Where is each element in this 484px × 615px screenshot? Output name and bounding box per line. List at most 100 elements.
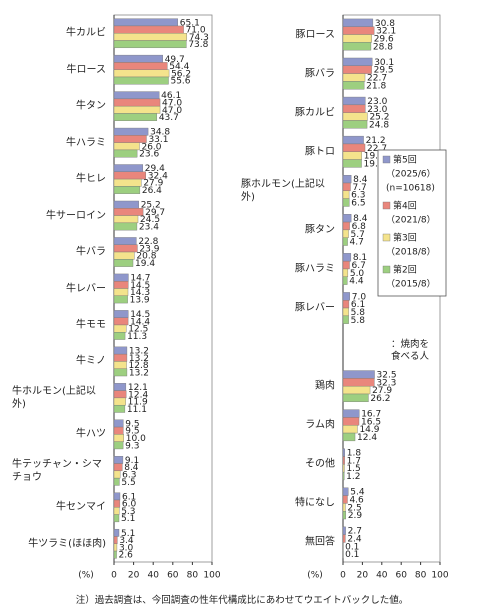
category-label-text: 豚ハラミ: [295, 263, 335, 275]
value-label: 0.1: [345, 542, 359, 552]
value-label: 23.0: [367, 105, 387, 115]
value-label: 21.8: [366, 81, 386, 91]
legend-label: 第4回: [393, 200, 417, 212]
category-label-text: 牛テッチャン・シマチョウ: [12, 458, 102, 483]
category-label: 牛センマイ: [12, 501, 106, 514]
value-label: 2.7: [348, 527, 362, 537]
value-label: 13.2: [129, 346, 149, 356]
bar: [342, 526, 346, 535]
category-label-text: 牛ホルモン(上記以外): [12, 385, 96, 410]
value-label: 22.8: [138, 237, 158, 247]
bar: [342, 393, 369, 403]
x-axis-label: (%): [78, 571, 94, 581]
value-label: 9.3: [125, 441, 139, 451]
value-label: 32.4: [148, 171, 168, 181]
category-label-text: 無回答: [305, 536, 335, 548]
category-label: 牛レバー: [12, 282, 106, 295]
bar: [113, 477, 120, 486]
bar: [113, 390, 127, 399]
bar: [342, 112, 368, 121]
value-label: 5.1: [121, 529, 135, 539]
bar: [113, 361, 127, 369]
x-tick-label: 80: [415, 571, 427, 581]
value-label: 14.5: [130, 281, 150, 291]
bar: [113, 492, 121, 501]
value-label: 8.1: [353, 253, 367, 263]
category-label-text: 牛ミノ: [76, 355, 106, 367]
value-label: 1.2: [346, 472, 360, 482]
category-label-text: 牛タン: [76, 100, 106, 112]
bar: [342, 385, 371, 395]
bar: [342, 221, 350, 231]
bar: [113, 426, 124, 435]
bar: [342, 42, 372, 51]
value-label: 2.5: [347, 503, 361, 513]
category-label-text: 豚タン: [305, 224, 335, 236]
value-label: 23.6: [139, 150, 159, 160]
bar: [113, 470, 121, 479]
value-label: 8.4: [353, 214, 368, 224]
bar: [342, 143, 366, 152]
category-label-text: その他: [305, 458, 335, 470]
value-label: 14.4: [130, 317, 150, 327]
value-label: 7.0: [352, 292, 367, 302]
value-label: 4.7: [350, 238, 364, 248]
bar: [342, 34, 372, 43]
value-label: 24.5: [140, 215, 160, 225]
category-label: 牛ホルモン(上記以外): [12, 385, 106, 411]
value-label: 23.9: [139, 244, 159, 254]
bar: [342, 237, 348, 246]
value-label: 49.7: [165, 55, 185, 65]
category-label-text: 牛バラ: [76, 246, 106, 258]
bar: [113, 149, 138, 158]
legend-label: 第3回: [393, 232, 417, 244]
x-tick-label: 80: [187, 571, 199, 581]
value-label: 1.5: [346, 464, 360, 474]
bar: [342, 417, 360, 426]
category-label: 豚ロース: [241, 28, 336, 41]
value-label: 26.2: [370, 394, 390, 404]
legend-note: （2015/8）: [386, 279, 436, 290]
category-label-text: 鶏肉: [315, 380, 335, 392]
legend-swatch: [382, 233, 391, 242]
bar: [342, 464, 345, 473]
x-tick-label: 0: [111, 571, 117, 581]
bar: [342, 448, 345, 457]
bar: [342, 81, 365, 90]
value-label: 25.2: [369, 113, 389, 123]
legend-note: （2025/6）: [386, 169, 436, 180]
value-label: 32.5: [377, 370, 397, 380]
bar: [113, 507, 120, 515]
legend-note: (n=10618): [386, 184, 435, 194]
value-label: 4.6: [349, 495, 364, 505]
bar: [113, 550, 117, 559]
value-label: 16.5: [361, 417, 381, 427]
bar: [342, 471, 345, 481]
value-label: 2.4: [347, 535, 362, 545]
bar: [342, 292, 350, 301]
bar: [342, 151, 362, 160]
value-label: 25.2: [141, 201, 161, 211]
value-label: 9.1: [125, 456, 139, 466]
category-label: 無回答: [241, 536, 335, 549]
value-label: 8.4: [124, 463, 139, 473]
category-label: その他: [241, 458, 335, 471]
bar: [342, 96, 366, 106]
bar: [113, 397, 126, 406]
category-label-text: 豚カルビ: [295, 107, 335, 119]
bar: [113, 25, 184, 34]
bar: [113, 164, 144, 173]
category-label-text: 牛センマイ: [56, 501, 106, 513]
bar: [342, 432, 356, 442]
bar: [342, 276, 348, 285]
category-label: 豚ハラミ: [241, 262, 335, 275]
bar: [113, 441, 124, 450]
bar: [113, 208, 144, 216]
category-label-text: 牛ヒレ: [76, 173, 106, 185]
value-label: 54.4: [169, 62, 189, 72]
value-label: 33.1: [148, 135, 168, 145]
bar: [342, 120, 368, 129]
value-label: 73.8: [188, 40, 208, 50]
category-label-text: 牛ハツ: [76, 428, 106, 440]
